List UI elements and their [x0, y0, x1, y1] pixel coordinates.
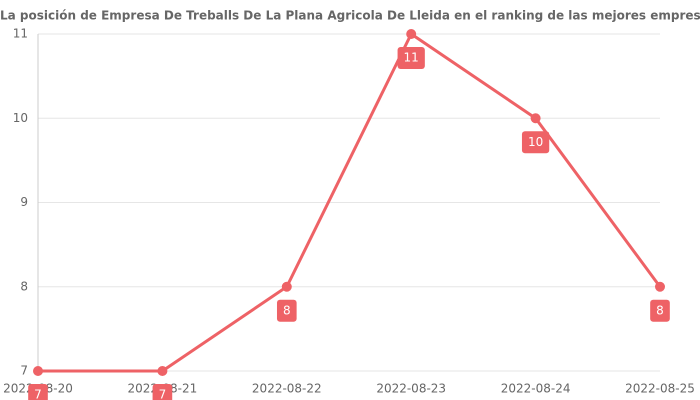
value-label-text: 11: [404, 51, 419, 65]
value-label-text: 8: [283, 303, 291, 317]
value-label: 7: [152, 384, 173, 400]
value-label-box: [276, 299, 297, 322]
value-label-box: [152, 384, 173, 400]
value-label-text: 7: [34, 388, 42, 400]
point: [406, 29, 417, 39]
value-label-box: [521, 131, 550, 154]
y-tick-label: 10: [13, 111, 28, 125]
value-label: 11: [397, 47, 425, 69]
point: [530, 113, 541, 124]
value-label-text: 8: [656, 303, 664, 317]
point: [157, 366, 168, 376]
value-label: 10: [521, 131, 550, 154]
point: [33, 366, 43, 376]
value-label: 7: [28, 384, 48, 400]
x-tick-label: 2022-08-24: [501, 382, 571, 396]
value-label-box: [28, 384, 48, 400]
y-tick-label: 8: [20, 279, 28, 293]
value-label-box: [397, 47, 425, 69]
value-label: 8: [650, 299, 670, 322]
x-tick-label: 2022-08-22: [252, 382, 322, 396]
point: [655, 281, 665, 292]
x-tick-label: 2022-08-23: [376, 382, 446, 396]
value-label-box: [650, 299, 670, 322]
y-tick-label: 11: [13, 27, 28, 41]
chart-title: La posición de Empresa De Treballs De La…: [0, 9, 700, 23]
y-tick-label: 9: [20, 195, 28, 209]
value-label-text: 10: [528, 135, 543, 149]
value-label: 8: [276, 299, 297, 322]
value-label-text: 7: [159, 388, 167, 400]
point: [281, 281, 292, 292]
y-tick-label: 7: [20, 364, 28, 378]
series-line: [38, 31, 662, 373]
x-tick-label: 2022-08-25: [625, 382, 695, 396]
